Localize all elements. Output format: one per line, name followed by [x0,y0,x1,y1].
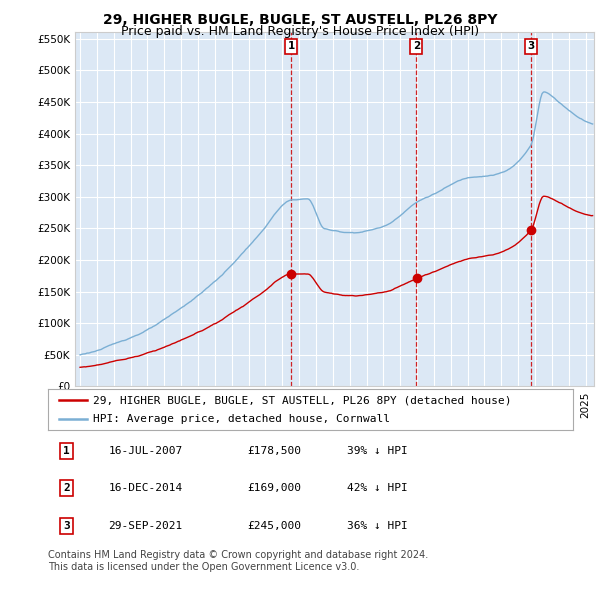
Text: 29, HIGHER BUGLE, BUGLE, ST AUSTELL, PL26 8PY (detached house): 29, HIGHER BUGLE, BUGLE, ST AUSTELL, PL2… [92,395,511,405]
Text: 1: 1 [288,41,295,51]
Text: 29-SEP-2021: 29-SEP-2021 [109,521,182,531]
Text: 2: 2 [413,41,420,51]
Text: 1: 1 [63,445,70,455]
Text: 16-DEC-2014: 16-DEC-2014 [109,483,182,493]
Text: £245,000: £245,000 [248,521,302,531]
Text: 2: 2 [63,483,70,493]
Text: 29, HIGHER BUGLE, BUGLE, ST AUSTELL, PL26 8PY: 29, HIGHER BUGLE, BUGLE, ST AUSTELL, PL2… [103,13,497,27]
Text: 16-JUL-2007: 16-JUL-2007 [109,445,182,455]
Text: 3: 3 [63,521,70,531]
Text: HPI: Average price, detached house, Cornwall: HPI: Average price, detached house, Corn… [92,415,389,424]
Text: Price paid vs. HM Land Registry's House Price Index (HPI): Price paid vs. HM Land Registry's House … [121,25,479,38]
Text: 39% ↓ HPI: 39% ↓ HPI [347,445,408,455]
Text: 42% ↓ HPI: 42% ↓ HPI [347,483,408,493]
Text: 36% ↓ HPI: 36% ↓ HPI [347,521,408,531]
Text: £169,000: £169,000 [248,483,302,493]
Text: £178,500: £178,500 [248,445,302,455]
Text: 3: 3 [527,41,535,51]
Text: Contains HM Land Registry data © Crown copyright and database right 2024.
This d: Contains HM Land Registry data © Crown c… [48,550,428,572]
